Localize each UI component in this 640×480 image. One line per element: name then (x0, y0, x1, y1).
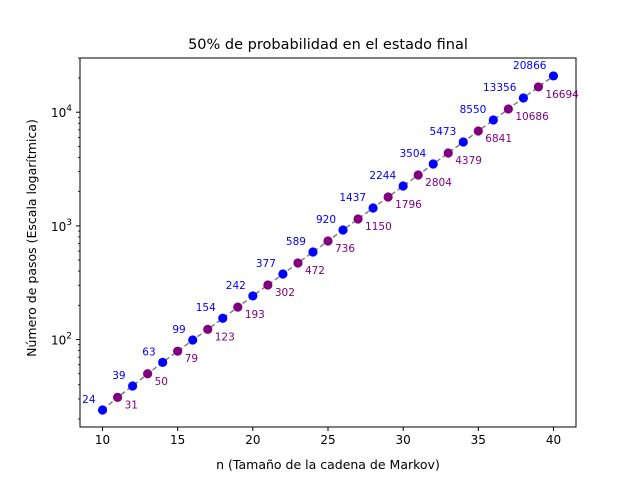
data-point (203, 324, 213, 334)
data-label: 3504 (399, 148, 426, 160)
data-point (308, 247, 318, 257)
chart-title: 50% de probabilidad en el estado final (188, 37, 468, 53)
data-label: 50 (155, 376, 168, 388)
x-tick-label: 10 (95, 433, 110, 447)
y-tick-label: 104 (51, 104, 72, 120)
data-label: 193 (245, 309, 265, 321)
data-point (518, 93, 528, 103)
data-point (97, 405, 108, 415)
data-label: 302 (275, 287, 295, 299)
data-label: 736 (335, 243, 355, 255)
data-label: 79 (185, 353, 198, 365)
data-point (278, 269, 288, 279)
data-point (383, 192, 393, 202)
data-label: 589 (286, 236, 306, 248)
data-label: 24 (82, 394, 96, 406)
data-label: 472 (305, 265, 325, 277)
data-label: 2244 (369, 170, 396, 182)
data-point (368, 203, 378, 213)
data-label: 1437 (339, 192, 366, 204)
x-tick-label: 25 (320, 433, 335, 447)
data-point (263, 280, 273, 290)
data-point (248, 291, 258, 301)
data-point (233, 302, 243, 312)
data-point (112, 392, 123, 402)
data-point (503, 104, 513, 114)
data-point (488, 115, 498, 125)
data-label: 242 (226, 280, 246, 292)
x-axis-label: n (Tamaño de la cadena de Markov) (216, 457, 440, 472)
data-point (353, 214, 363, 224)
data-point (158, 357, 168, 367)
data-label: 16694 (545, 89, 579, 101)
data-point (173, 346, 183, 356)
data-point (533, 82, 544, 92)
data-point (473, 126, 483, 136)
data-label: 5473 (430, 126, 457, 138)
data-label: 2804 (425, 177, 452, 189)
data-label: 10686 (515, 111, 549, 123)
data-label: 154 (196, 302, 216, 314)
y-tick-label: 103 (51, 218, 72, 234)
data-label: 1150 (365, 221, 392, 233)
data-point (128, 381, 138, 391)
x-tick-label: 15 (170, 433, 185, 447)
data-label: 31 (125, 399, 138, 411)
plot-area: 10 15 20 25 30 35 40 102 103 104 24 39 63 99 154 242 377… (51, 57, 579, 447)
data-point (413, 170, 423, 180)
x-tick-label: 40 (546, 433, 561, 447)
data-point (218, 313, 228, 323)
data-label: 1796 (395, 199, 422, 211)
data-point (293, 258, 303, 268)
data-point (443, 148, 453, 158)
data-label: 13356 (483, 82, 517, 94)
data-label: 377 (256, 258, 276, 270)
x-tick-label: 20 (245, 433, 260, 447)
y-axis-label: Número de pasos (Escala logarítmica) (24, 119, 39, 357)
data-point (428, 159, 438, 169)
data-label: 20866 (513, 60, 547, 72)
data-point (338, 225, 348, 235)
data-label: 39 (112, 370, 125, 382)
data-point (548, 71, 559, 81)
data-label: 920 (316, 214, 336, 226)
data-label: 4379 (455, 155, 482, 167)
data-point (188, 335, 198, 345)
data-point (143, 369, 153, 379)
data-label: 6841 (485, 133, 512, 145)
x-tick-label: 35 (471, 433, 486, 447)
x-tick-label: 30 (396, 433, 411, 447)
data-point (323, 236, 333, 246)
data-label: 63 (142, 346, 155, 358)
data-label: 99 (172, 324, 185, 336)
y-tick-label: 102 (51, 332, 72, 348)
data-label: 123 (215, 331, 235, 343)
data-point (458, 137, 468, 147)
data-label: 8550 (460, 104, 487, 116)
data-point (398, 181, 408, 191)
